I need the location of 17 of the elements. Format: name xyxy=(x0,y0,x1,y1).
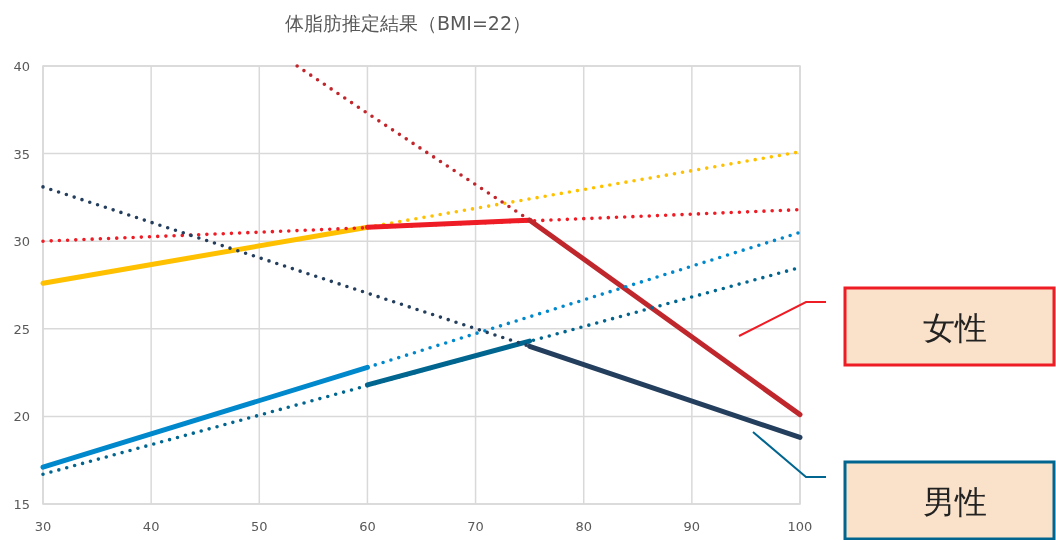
text: 男性 xyxy=(923,483,987,521)
x-tick-label: 40 xyxy=(142,519,160,534)
y-tick-label: 30 xyxy=(13,234,30,250)
y-tick-label: 35 xyxy=(13,146,30,162)
y-tick-label: 40 xyxy=(13,59,30,74)
x-tick-label: 100 xyxy=(787,519,813,534)
text: 女性 xyxy=(923,309,987,347)
x-tick-label: 30 xyxy=(34,519,52,534)
x-tick-label: 50 xyxy=(251,519,268,534)
x-tick-label: 90 xyxy=(683,519,701,534)
x-tick-label: 80 xyxy=(575,519,592,534)
y-tick-label: 15 xyxy=(13,497,30,512)
chart-title: 体脂肪推定結果（BMI=22） xyxy=(284,12,532,34)
y-tick-label: 25 xyxy=(13,321,30,337)
x-tick-label: 70 xyxy=(467,519,484,534)
y-tick-label: 20 xyxy=(13,409,30,425)
x-tick-label: 60 xyxy=(359,519,376,534)
